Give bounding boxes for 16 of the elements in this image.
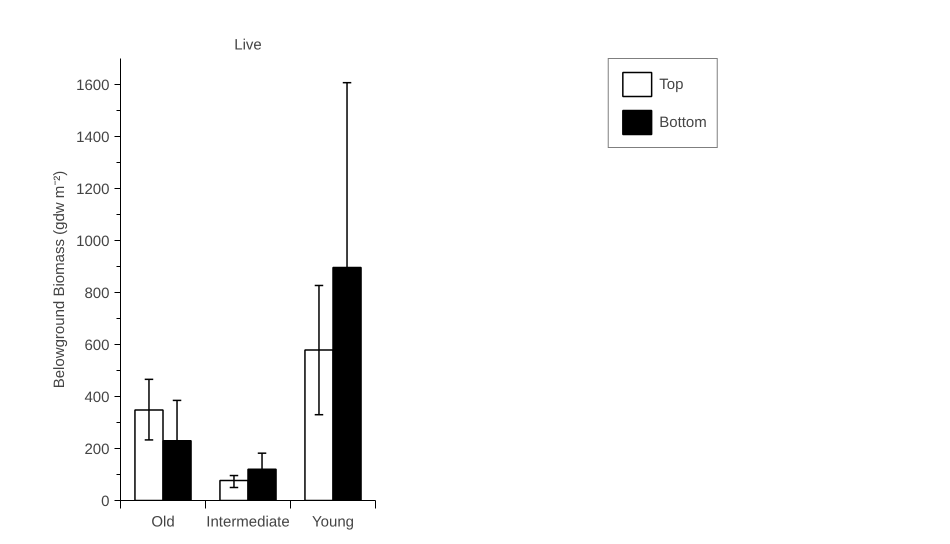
y-tick-label: 600 <box>84 337 110 354</box>
x-tick-label: Young <box>312 514 354 530</box>
y-tick-label: 1000 <box>76 233 110 250</box>
legend-label: Top <box>659 76 684 92</box>
y-tick-label: 400 <box>84 389 110 406</box>
y-tick-label: 1600 <box>76 77 110 94</box>
legend-label: Bottom <box>659 114 707 130</box>
x-tick-label: Old <box>151 514 175 530</box>
y-tick-label: 0 <box>101 493 110 510</box>
y-axis-title: Belowground Biomass (gdw m⁻²) <box>51 170 68 388</box>
y-tick-label: 800 <box>84 285 110 302</box>
y-tick-label: 1400 <box>76 129 110 146</box>
x-tick-label: Intermediate <box>206 514 290 530</box>
y-tick-label: 1200 <box>76 181 110 198</box>
y-tick-label: 200 <box>84 441 110 458</box>
chart-title: Live <box>234 36 262 54</box>
